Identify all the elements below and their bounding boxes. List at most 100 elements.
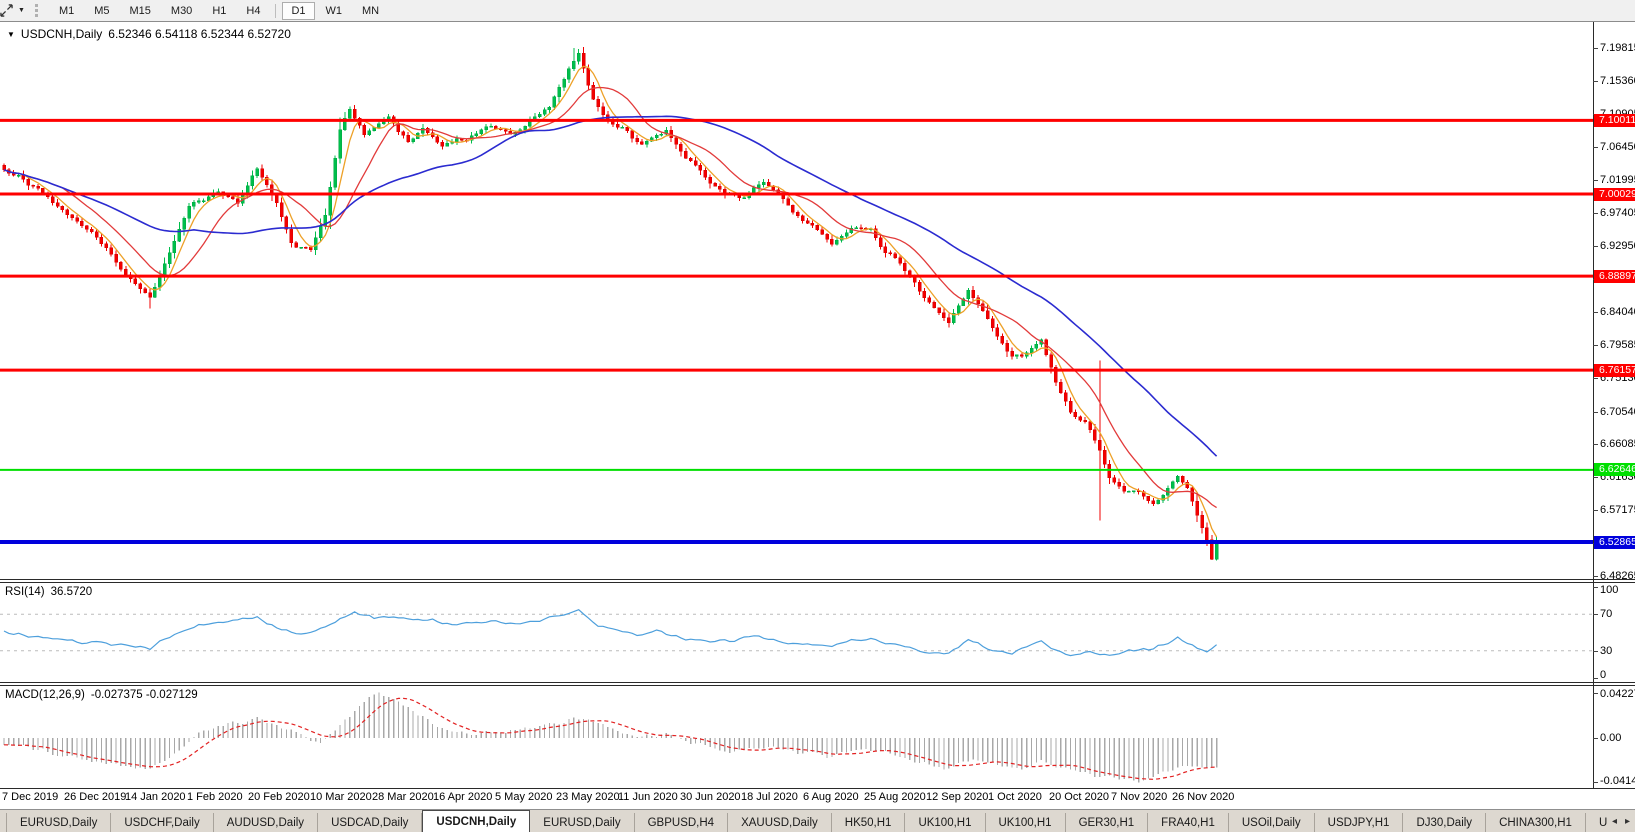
toolbar-separator: [275, 3, 277, 18]
toolbar-divider: [0, 21, 1635, 22]
chart-tab-uk100-h1[interactable]: UK100,H1: [986, 813, 1066, 832]
timeframe-button-h4[interactable]: H4: [246, 4, 261, 17]
chart-tab-xauusd-daily[interactable]: XAUUSD,Daily: [728, 813, 832, 832]
main-price-chart[interactable]: [0, 22, 1593, 579]
price-tick-label: 6.48265: [1600, 570, 1635, 582]
date-tick-label: 12 Sep 2020: [926, 791, 989, 803]
chart-tab-usdcad-daily[interactable]: USDCAD,Daily: [318, 813, 423, 832]
timeframe-button-m15[interactable]: M15: [129, 4, 151, 17]
rsi-name: RSI(14): [5, 586, 45, 598]
date-tick-label: 10 Mar 2020: [310, 791, 372, 803]
price-tick-mark: [1593, 576, 1598, 577]
tab-scroll-right-icon[interactable]: ▸: [1624, 815, 1630, 827]
tab-scroll-left-icon[interactable]: ◂: [1611, 815, 1617, 827]
rsi-tick-mark: [1593, 614, 1598, 615]
timeframe-buttons: M1 M5 M15 M30 H1 H4 D1 W1 MN: [49, 1, 389, 20]
chart-tab-ger30-h1[interactable]: GER30,H1: [1066, 813, 1149, 832]
price-tick-label: 6.92950: [1600, 240, 1635, 252]
date-tick-label: 25 Aug 2020: [864, 791, 926, 803]
chart-symbol-label: USDCNH,Daily: [20, 27, 103, 41]
price-tick-mark: [1593, 477, 1598, 478]
rsi-tick-mark: [1593, 651, 1598, 652]
chart-tab-usdjpy-h1[interactable]: USDJPY,H1: [1315, 813, 1404, 832]
rsi-label: RSI(14) 36.5720: [5, 586, 92, 598]
timeframe-button-m30[interactable]: M30: [170, 4, 193, 17]
price-tick-label: 7.19815: [1600, 42, 1635, 54]
rsi-indicator-panel[interactable]: [0, 583, 1593, 682]
date-tick-label: 7 Nov 2020: [1111, 791, 1168, 803]
price-tick-label: 6.57175: [1600, 504, 1635, 516]
price-tick-label: 7.15360: [1600, 75, 1635, 87]
date-tick-label: 5 May 2020: [495, 791, 553, 803]
cursor-tool-icon[interactable]: [0, 3, 17, 18]
date-tick-label: 1 Feb 2020: [187, 791, 243, 803]
date-tick-label: 6 Aug 2020: [803, 791, 859, 803]
date-tick-label: 28 Mar 2020: [372, 791, 434, 803]
price-tick-mark: [1593, 412, 1598, 413]
price-tick-mark: [1593, 147, 1598, 148]
price-line-tag: 6.62646: [1594, 463, 1635, 476]
macd-tick-mark: [1593, 782, 1598, 783]
chart-tab-eurusd-daily[interactable]: EURUSD,Daily: [6, 813, 112, 832]
macd-tick-label: 0.00: [1600, 732, 1622, 744]
macd-indicator-panel[interactable]: [0, 686, 1593, 788]
toolbar-grip[interactable]: [34, 4, 41, 17]
rsi-tick-label: 30: [1600, 645, 1613, 657]
timeframe-button-d1[interactable]: D1: [282, 1, 315, 20]
price-axis-border[interactable]: [1593, 22, 1594, 788]
chart-tab-usdcnh-daily[interactable]: USDCNH,Daily: [422, 810, 531, 832]
price-tick-label: 6.79585: [1600, 339, 1635, 351]
price-tick-label: 6.70540: [1600, 406, 1635, 418]
chart-tab-gbpusd-h4[interactable]: GBPUSD,H4: [635, 813, 729, 832]
chart-tab-eurusd-daily[interactable]: EURUSD,Daily: [530, 813, 635, 832]
timeframe-button-h1[interactable]: H1: [212, 4, 227, 17]
date-tick-label: 16 Apr 2020: [433, 791, 493, 803]
date-tick-label: 23 May 2020: [556, 791, 620, 803]
chart-tab-bar: EURUSD,Daily USDCHF,Daily AUDUSD,Daily USDC…: [0, 809, 1635, 832]
price-tick-label: 7.01995: [1600, 174, 1635, 186]
date-tick-label: 20 Feb 2020: [248, 791, 310, 803]
date-tick-label: 7 Dec 2019: [2, 791, 59, 803]
chart-tab-usdchf-daily[interactable]: USDCHF,Daily: [111, 813, 214, 832]
date-tick-label: 26 Dec 2019: [64, 791, 127, 803]
chart-tab-usoil-daily[interactable]: USOil,Daily: [1229, 813, 1315, 832]
date-tick-label: 11 Jun 2020: [618, 791, 678, 803]
macd-name: MACD(12,26,9): [5, 689, 85, 701]
rsi-tick-mark: [1593, 587, 1598, 588]
price-line-tag: 7.10011: [1594, 114, 1635, 127]
chart-tab-uk100-h1[interactable]: UK100,H1: [905, 813, 986, 832]
price-tick-label: 7.06450: [1600, 141, 1635, 153]
date-tick-label: 30 Jun 2020: [680, 791, 741, 803]
chart-tab-audusd-daily[interactable]: AUDUSD,Daily: [214, 813, 319, 832]
rsi-panel-top-border: [0, 582, 1635, 583]
date-tick-label: 1 Oct 2020: [988, 791, 1042, 803]
price-tick-label: 6.66085: [1600, 438, 1635, 450]
chart-tab-dj30-daily[interactable]: DJ30,Daily: [1403, 813, 1487, 832]
timeframe-button-w1[interactable]: W1: [325, 4, 343, 17]
price-tick-mark: [1593, 378, 1598, 379]
chart-title: ▼ USDCNH,Daily 6.52346 6.54118 6.52344 6…: [7, 27, 291, 41]
timeframe-button-m1[interactable]: M1: [58, 4, 75, 17]
rsi-tick-label: 0: [1600, 669, 1607, 681]
timeframe-button-mn[interactable]: MN: [362, 4, 380, 17]
macd-tick-mark: [1593, 738, 1598, 739]
dropdown-caret-icon[interactable]: ▼: [18, 7, 25, 14]
chart-tab-hk50-h1[interactable]: HK50,H1: [832, 813, 906, 832]
date-tick-label: 26 Nov 2020: [1172, 791, 1235, 803]
macd-tick-label: -0.04148: [1600, 775, 1635, 787]
price-tick-mark: [1593, 312, 1598, 313]
timeframe-button-m5[interactable]: M5: [94, 4, 110, 17]
main-rsi-separator[interactable]: [0, 579, 1635, 580]
chart-tab-china300-h1[interactable]: CHINA300,H1: [1486, 813, 1586, 832]
chart-tab-fra40-h1[interactable]: FRA40,H1: [1148, 813, 1229, 832]
price-tick-label: 6.84040: [1600, 306, 1635, 318]
rsi-macd-separator[interactable]: [0, 682, 1635, 683]
macd-panel-top-border: [0, 685, 1635, 686]
price-line-tag: 6.76157: [1594, 364, 1635, 377]
macd-tick-mark: [1593, 693, 1598, 694]
chart-title-caret-icon[interactable]: ▼: [7, 29, 15, 39]
price-line-tag: 6.88897: [1594, 270, 1635, 283]
price-tick-mark: [1593, 444, 1598, 445]
tab-scroll-arrows: ◂ ▸: [1606, 810, 1635, 832]
